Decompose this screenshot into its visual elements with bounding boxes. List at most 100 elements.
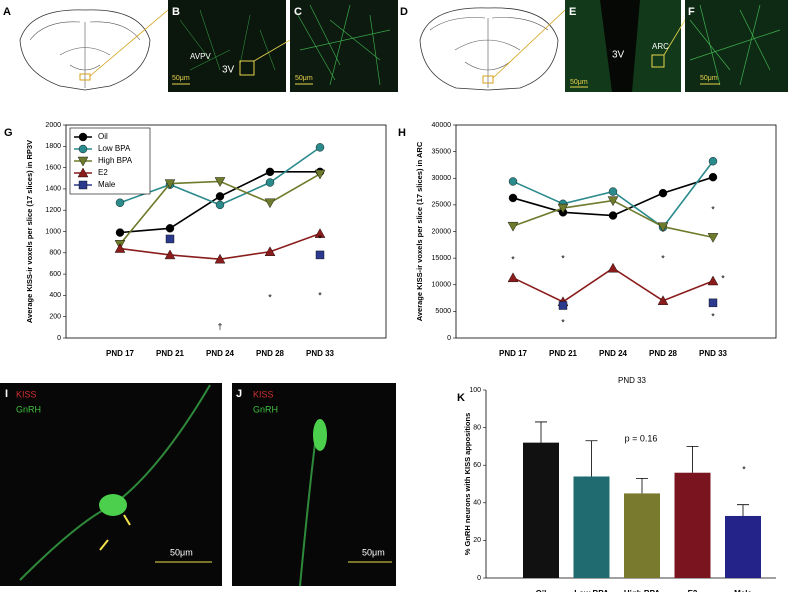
marker <box>507 272 519 283</box>
y-tick-label: 40000 <box>432 122 452 129</box>
legend-label: High BPA <box>98 156 133 165</box>
brain-lines <box>429 17 549 88</box>
plot-frame <box>455 124 777 339</box>
annotation: * <box>268 292 272 302</box>
brain-outline <box>419 7 559 91</box>
x-tick-label: PND 28 <box>256 349 285 358</box>
scale-label: 50μm <box>295 75 313 82</box>
annotation: * <box>318 290 322 300</box>
legend-label: Male <box>98 180 116 189</box>
y-tick-label: 0 <box>57 335 61 342</box>
x-tick-label: PND 28 <box>649 349 678 358</box>
y-tick-label: 30000 <box>432 175 452 182</box>
arrows <box>99 514 131 551</box>
marker <box>78 180 88 190</box>
marker <box>264 198 276 209</box>
marker <box>215 200 225 210</box>
y-tick-label: 40 <box>473 500 481 507</box>
panel-label: A <box>3 6 11 18</box>
annotation: p = 0.16 <box>625 433 658 443</box>
fibers <box>179 9 276 71</box>
marker <box>164 179 176 189</box>
panel-label: J <box>236 388 242 400</box>
marker <box>115 198 125 207</box>
annotation: * <box>661 253 665 263</box>
marker <box>557 203 569 214</box>
y-tick-label: 800 <box>49 250 61 257</box>
marker <box>607 262 619 273</box>
y-tick-label: 15000 <box>432 255 452 262</box>
x-tick-label: PND 21 <box>549 349 578 358</box>
series-line <box>512 176 714 217</box>
bar <box>674 472 711 578</box>
legend-label: Low BPA <box>98 144 131 153</box>
error-bar <box>636 477 648 494</box>
y-tick-label: 5000 <box>435 308 451 315</box>
marker <box>165 234 175 244</box>
annotation: * <box>318 233 322 243</box>
channel-label: KISS <box>253 389 274 399</box>
legend-label: Oil <box>98 132 108 141</box>
annotation: * <box>561 317 565 327</box>
error-bar <box>686 446 699 473</box>
marker <box>507 221 519 232</box>
bar <box>573 476 610 578</box>
marker <box>508 193 518 203</box>
micrograph-c <box>290 0 398 92</box>
y-tick-label: 1200 <box>45 207 61 214</box>
y-tick-label: 60 <box>473 462 481 469</box>
marker <box>314 228 326 238</box>
panel-label: K <box>457 392 465 404</box>
marker <box>315 143 325 152</box>
marker <box>657 222 669 233</box>
connector <box>492 9 566 79</box>
chart-title: PND 33 <box>618 376 647 385</box>
region-label: AVPV <box>190 52 211 61</box>
y-tick-label: 0 <box>447 335 451 342</box>
y-tick-label: 10000 <box>432 282 452 289</box>
annotation: * <box>721 273 725 283</box>
channel-label: GnRH <box>16 404 41 414</box>
y-tick-label: 400 <box>49 292 61 299</box>
y-tick-label: 2000 <box>45 122 61 129</box>
panel-label: F <box>688 6 695 18</box>
roi-box <box>482 75 494 84</box>
y-tick-label: 100 <box>469 387 481 394</box>
marker <box>607 196 619 207</box>
region-label: 3V <box>222 65 235 76</box>
region-label: 3V <box>612 50 625 61</box>
x-tick-label: PND 33 <box>306 349 335 358</box>
error-bar <box>585 440 598 477</box>
marker <box>315 250 325 260</box>
marker <box>214 177 226 187</box>
roi-box <box>79 73 91 81</box>
marker <box>265 167 275 177</box>
marker <box>658 188 668 198</box>
panel-label: E <box>569 6 576 18</box>
panel-label: C <box>294 6 302 18</box>
error-bar <box>737 504 749 516</box>
x-tick-label: PND 24 <box>206 349 235 358</box>
connector <box>253 39 291 62</box>
marker <box>508 177 518 186</box>
y-tick-label: 20000 <box>432 228 452 235</box>
bar <box>624 493 660 578</box>
y-tick-label: 80 <box>473 424 481 431</box>
marker <box>707 275 719 286</box>
legend-label: E2 <box>98 168 108 177</box>
micrograph-b <box>168 0 286 92</box>
y-tick-label: 25000 <box>432 202 452 209</box>
scale-label: 50μm <box>362 547 385 557</box>
marker <box>77 156 89 167</box>
scale-label: 50μm <box>700 75 718 82</box>
marker <box>114 243 126 253</box>
scale-label: 50μm <box>172 75 190 82</box>
scale-label: 50μm <box>170 547 193 557</box>
error-bar <box>535 421 547 443</box>
marker <box>708 157 718 166</box>
marker <box>78 132 88 142</box>
roi-box <box>651 54 665 68</box>
y-tick-label: 1600 <box>45 164 61 171</box>
marker <box>264 246 276 256</box>
annotation: † <box>217 321 222 331</box>
